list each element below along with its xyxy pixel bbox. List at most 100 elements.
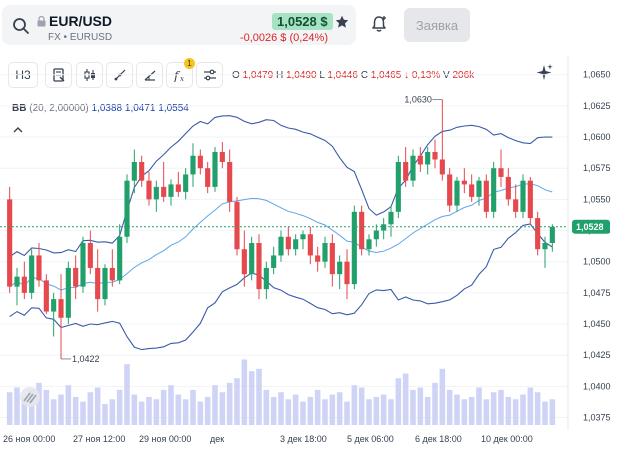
bb-middle-value: 1,0471 (124, 103, 156, 114)
x-tick-label: 3 дек 18:00 (280, 434, 327, 444)
volume-bar (388, 399, 394, 425)
volume-bar (292, 394, 299, 425)
candle-body (197, 155, 203, 169)
candle-body (21, 276, 27, 293)
candle (469, 174, 475, 202)
collapse-chevron-icon[interactable] (10, 122, 26, 138)
candle (549, 224, 555, 252)
candle (447, 168, 453, 212)
candle-body (461, 180, 467, 185)
candle-body (183, 174, 189, 192)
volume-bar (432, 382, 438, 425)
candle (36, 243, 42, 287)
candle-body (403, 161, 409, 181)
candle-body (373, 230, 379, 240)
volume-bar (6, 392, 13, 425)
volume-bar (351, 385, 358, 425)
candle (43, 274, 49, 315)
candle-body (454, 180, 460, 206)
volume-bar (153, 399, 160, 425)
volume-bar (270, 396, 277, 425)
candle-body (278, 236, 284, 256)
candle-body (513, 199, 519, 212)
lock-icon (37, 16, 46, 27)
candle-body (139, 161, 145, 181)
candle-body (256, 243, 262, 290)
volume-bar (138, 401, 145, 425)
candle (505, 168, 511, 206)
candle (520, 174, 526, 219)
candle (219, 142, 225, 169)
volume-bar (439, 368, 446, 425)
candle (51, 292, 57, 337)
candle (205, 161, 211, 194)
price-change: -0,0026 $ (0,24%) (239, 32, 328, 44)
volume-bar (131, 394, 138, 425)
candle (58, 274, 64, 359)
candle-body (117, 236, 123, 281)
candle (278, 230, 284, 262)
x-tick-label: 27 ноя 12:00 (73, 434, 125, 444)
volume-bar (182, 399, 189, 425)
candle-body (527, 180, 533, 219)
favorite-star-icon[interactable] (335, 15, 349, 29)
candle-body (168, 184, 174, 197)
volume-bar (168, 385, 174, 425)
candle (168, 179, 174, 206)
volume-bar (454, 394, 460, 425)
volume-bar (241, 359, 248, 425)
candle (337, 255, 343, 290)
volume-bar (234, 378, 240, 425)
candle (256, 234, 262, 300)
x-tick-label: дек (210, 434, 224, 444)
y-tick-label: 1,0575 (583, 163, 611, 173)
candle (432, 139, 438, 169)
candle (73, 255, 79, 300)
candle-body (234, 201, 240, 250)
candles (7, 99, 555, 359)
y-tick-label: 1,0625 (583, 101, 611, 111)
bb-upper-value: 1,0554 (158, 103, 189, 114)
symbol-search-box[interactable]: EUR/USD FX • EURUSD 1,0528 $ -0,0026 $ (… (2, 5, 356, 45)
volume-bar (263, 389, 270, 425)
header: EUR/USD FX • EURUSD 1,0528 $ -0,0026 $ (… (0, 0, 620, 52)
ohlc-readout: O 1,0479 H 1,0490 L 1,0446 C 1,0465 ↓ 0,… (232, 70, 474, 81)
candle-body (542, 243, 548, 250)
last-price-tag: 1,0528 (572, 219, 610, 234)
candle (227, 149, 233, 212)
candle (307, 226, 313, 265)
order-button[interactable]: Заявка (404, 8, 470, 42)
y-tick-label: 1,0450 (583, 319, 611, 329)
candle-body (395, 161, 401, 212)
candle-body (124, 180, 130, 237)
candle-body (227, 161, 233, 202)
candle (344, 249, 350, 300)
candle-body (425, 151, 431, 165)
candle-body (249, 243, 255, 275)
volume-bar (534, 392, 541, 425)
candle-body (439, 159, 445, 175)
candle (161, 161, 167, 202)
high-value: 1,0490 (285, 70, 317, 81)
candle (388, 205, 394, 237)
candle-body (469, 184, 475, 197)
candle-body (535, 218, 541, 250)
volume-bar (505, 396, 512, 425)
price-badge: 1,0528 $ (272, 13, 333, 30)
volume-bar (190, 389, 196, 425)
candle-body (498, 168, 504, 177)
price-alert-icon[interactable] (369, 14, 389, 34)
candle-body (131, 161, 137, 181)
ticker-label: EURUSD (69, 32, 113, 43)
y-axis: 1,06501,06251,06001,05751,05501,05251,05… (583, 70, 611, 423)
candle (425, 147, 431, 175)
angle-tool-icon (144, 70, 155, 81)
sparkles-icon[interactable] (533, 62, 555, 84)
tradingview-logo (20, 387, 40, 407)
symbol-subtitle: FX • EURUSD (48, 32, 113, 43)
y-tick-label: 1,0375 (583, 413, 611, 423)
volume-bar (300, 401, 306, 425)
candle-body (285, 236, 291, 250)
search-icon[interactable] (12, 17, 30, 35)
